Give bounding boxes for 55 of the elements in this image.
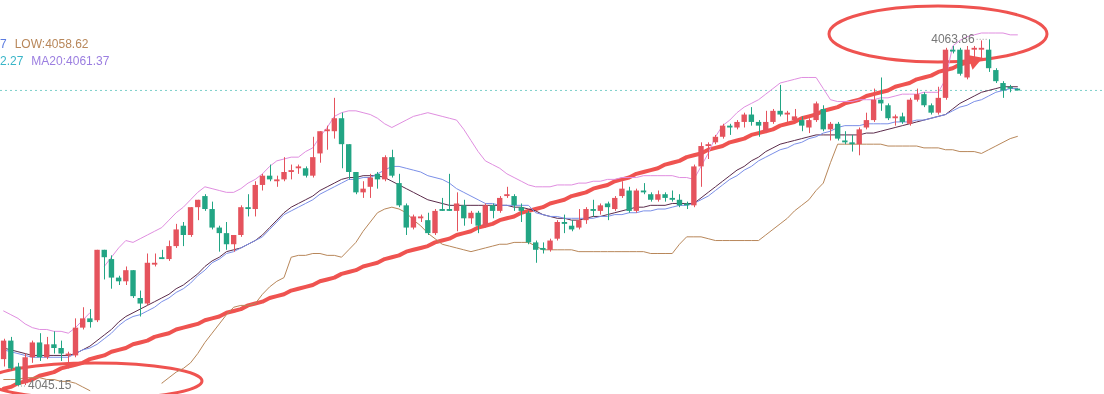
annotation: 2.27 [0,54,24,68]
candlestick [15,362,21,387]
candlestick [353,171,359,195]
candlestick [209,201,215,230]
candlestick [770,108,776,125]
candlestick [87,308,93,329]
candlestick [583,206,589,225]
candlestick [993,67,999,84]
candlestick [928,102,934,116]
candlestick [777,84,783,117]
candlestick [849,134,855,153]
candlestick [425,212,431,236]
candlestick [806,117,812,134]
candlestick [317,130,323,164]
candlestick [238,204,244,238]
candlestick [698,141,704,188]
candlestick [22,353,28,386]
candlestick [662,191,668,203]
candlestick [324,125,330,151]
candlestick [540,241,546,255]
candlestick [202,193,208,212]
candlestick [813,101,819,123]
annotation: 4045.15 [27,378,72,393]
candlestick [439,197,445,212]
candlestick [173,223,179,249]
candlestick [51,330,57,355]
candlestick [389,149,395,179]
candlestick [964,45,970,80]
candlestick [432,208,438,236]
candlestick [396,173,402,208]
candlestick [504,186,510,199]
candlestick [475,210,481,234]
candlestick [94,249,100,323]
candlestick [734,119,740,130]
candlestick [130,269,136,299]
candlestick [626,186,632,214]
candlestick [547,238,553,253]
annotation: MA20:4061.37 [31,54,110,68]
candlestick [921,91,927,108]
candlestick [123,265,129,286]
candlestick [842,130,848,145]
candlestick [511,193,517,212]
candlestick [590,199,596,217]
annotation: LOW:4058.62 [14,37,89,51]
candlestick [892,114,898,127]
candlestick [885,102,891,121]
candlestick [957,47,963,77]
annotation: 7 [0,37,7,51]
candlestick [58,340,64,362]
candlestick [576,208,582,230]
candlestick [274,175,280,188]
candlestick [245,193,251,217]
candlestick [655,190,661,203]
candlestick [691,164,697,208]
candlestick [166,240,172,262]
